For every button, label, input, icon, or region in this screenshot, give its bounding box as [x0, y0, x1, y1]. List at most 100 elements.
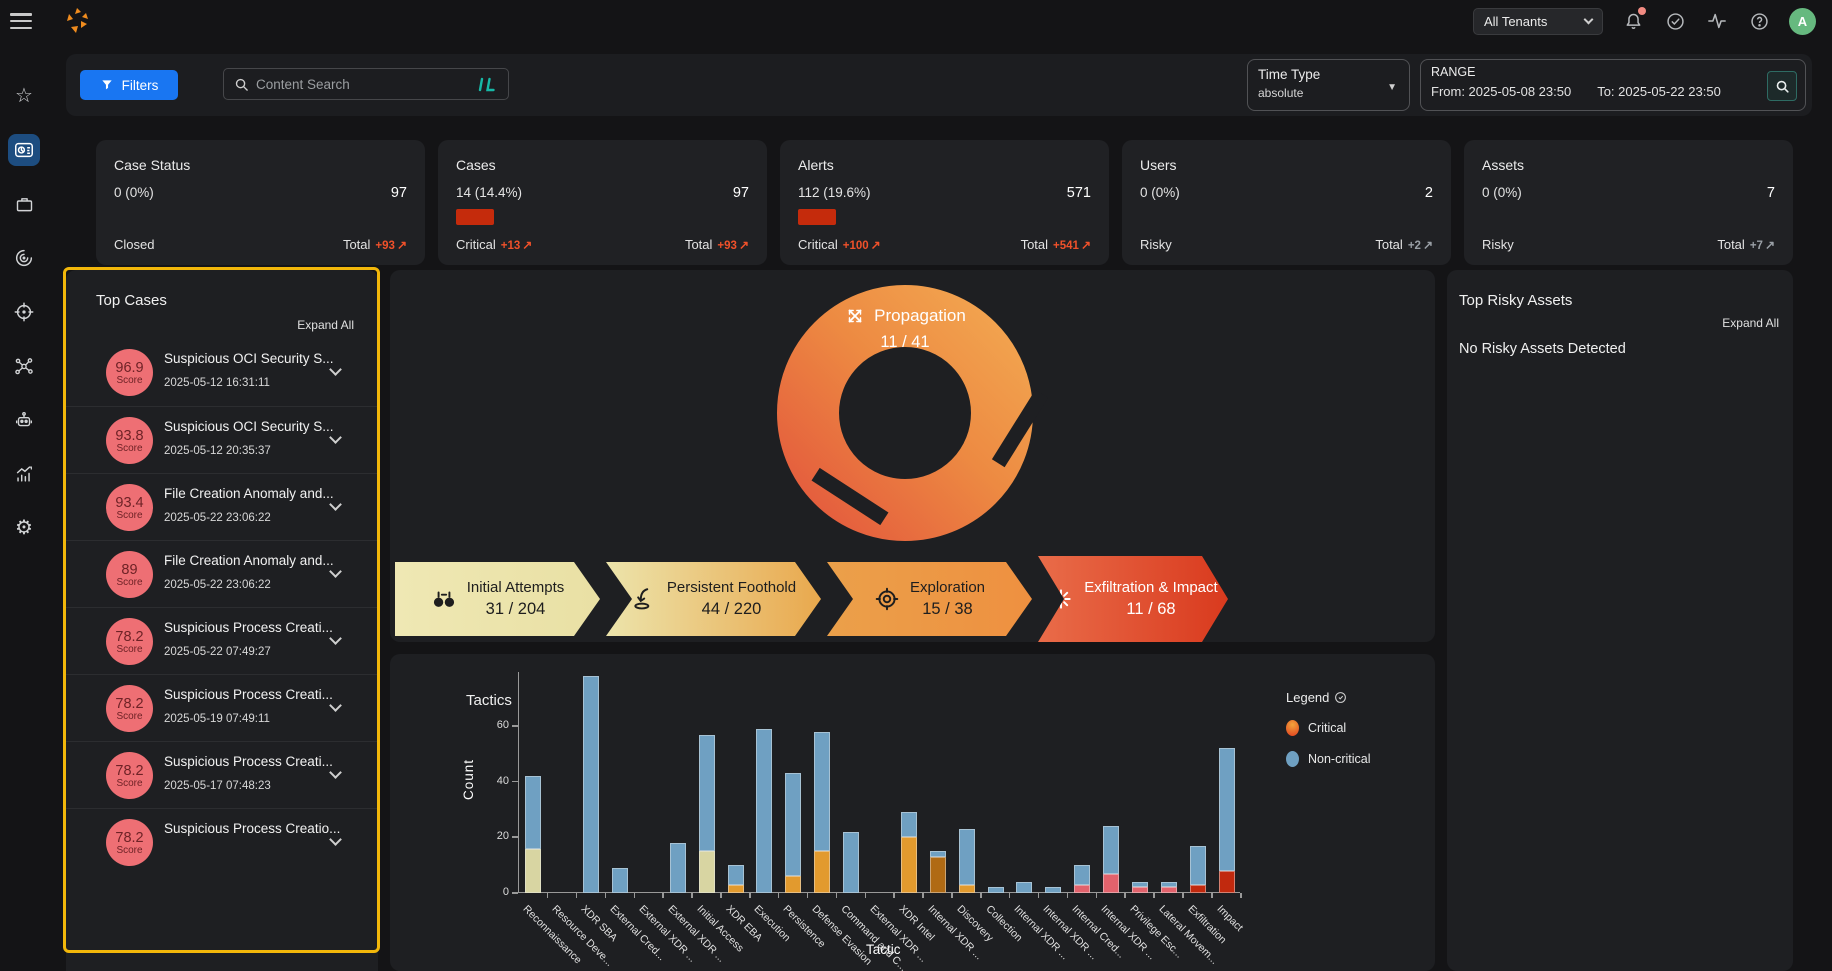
bar-noncritical-privilege-esc-[interactable] [1131, 881, 1148, 888]
range-search-button[interactable] [1767, 71, 1797, 101]
sidebar-item-alerts[interactable] [8, 242, 40, 274]
time-type-label: Time Type [1258, 67, 1321, 82]
bar-noncritical-persistence[interactable] [785, 773, 802, 877]
stat-card-right-value: 2 [1424, 185, 1433, 201]
y-tick-label: 60 [496, 719, 509, 732]
case-info: Suspicious Process Creatio... [164, 817, 378, 836]
bar-noncritical-execution[interactable] [756, 728, 773, 893]
bar-critical-xdr-intel[interactable] [900, 837, 917, 893]
top-cases-expand-all[interactable]: Expand All [297, 318, 354, 332]
bar-noncritical-internal-xdr-[interactable] [1045, 887, 1062, 893]
bar-noncritical-initial-access[interactable] [698, 734, 715, 852]
case-score-value: 93.4 [115, 494, 144, 511]
time-type-selector[interactable]: Time Type absolute ▼ [1247, 59, 1410, 111]
y-tick-mark [512, 780, 518, 783]
stat-card-values: 0 (0%) 97 [114, 185, 407, 201]
bar-critical-initial-access[interactable] [698, 851, 715, 893]
x-tick-mark [662, 893, 664, 898]
bar-noncritical-reconnaissance[interactable] [525, 776, 542, 849]
bar-noncritical-defense-evasion[interactable] [814, 731, 831, 852]
stage-persistent-foothold[interactable]: Persistent Foothold 44 / 220 [606, 562, 821, 636]
case-list-item[interactable]: 96.9 Score Suspicious OCI Security S... 202… [66, 339, 378, 406]
range-from-value[interactable]: From: 2025-05-08 23:50 [1431, 84, 1572, 99]
tasks-check-icon[interactable] [1663, 9, 1687, 33]
x-tick-mark [1037, 893, 1040, 898]
bar-noncritical-xdr-sba[interactable] [583, 676, 600, 893]
bar-critical-internal-xdr-[interactable] [1103, 873, 1120, 893]
case-list-item[interactable]: 78.2 Score Suspicious Process Creati... 202… [66, 674, 378, 741]
hamburger-menu-icon[interactable] [10, 13, 32, 29]
bar-critical-impact[interactable] [1218, 870, 1235, 893]
trend-up-arrow-icon: ↗ [870, 238, 881, 252]
tenant-selector[interactable]: All Tenants [1473, 7, 1603, 35]
bar-noncritical-external-cred-[interactable] [612, 867, 629, 893]
bar-noncritical-discovery[interactable] [958, 829, 975, 885]
case-score-badge: 78.2 Score [106, 819, 153, 866]
content-search-input[interactable] [256, 76, 469, 92]
notifications-bell-icon[interactable] [1621, 7, 1646, 33]
case-title: Suspicious Process Creatio... [164, 821, 341, 836]
bar-critical-lateral-movem-[interactable] [1160, 887, 1177, 893]
top-cases-panel: Top Cases Expand All 96.9 Score Suspicious… [66, 270, 378, 971]
sidebar-item-threat-hunting[interactable] [8, 296, 40, 328]
bar-critical-reconnaissance[interactable] [525, 848, 542, 893]
bar-noncritical-internal-xdr-[interactable] [929, 851, 946, 857]
bar-critical-discovery[interactable] [958, 884, 975, 893]
bar-noncritical-xdr-eba[interactable] [727, 865, 744, 885]
stage-exfiltration-impact[interactable]: Exfiltration & Impact 11 / 68 [1038, 556, 1228, 642]
sidebar-item-reports[interactable] [8, 458, 40, 490]
stat-card-right-value: 97 [732, 185, 749, 201]
sidebar-item-dashboards[interactable] [8, 134, 40, 166]
case-list-item[interactable]: 89 Score File Creation Anomaly and... 2025-… [66, 540, 378, 607]
filters-button[interactable]: Filters [80, 70, 178, 100]
legend-item-non-critical[interactable]: Non-critical [1286, 751, 1371, 767]
bar-noncritical-impact[interactable] [1218, 748, 1235, 871]
bar-critical-defense-evasion[interactable] [814, 851, 831, 893]
stage-exploration[interactable]: Exploration 15 / 38 [827, 562, 1032, 636]
lucene-toggle-icon[interactable] [476, 77, 498, 92]
kill-chain-donut[interactable]: Propagation 11 / 41 [775, 283, 1049, 543]
bar-critical-internal-cred-[interactable] [1074, 884, 1091, 893]
case-list-item[interactable]: 78.2 Score Suspicious Process Creatio... [66, 808, 378, 875]
case-list-item[interactable]: 78.2 Score Suspicious Process Creati... 202… [66, 607, 378, 674]
stat-card-values: 0 (0%) 7 [1482, 185, 1775, 201]
risky-assets-expand-all[interactable]: Expand All [1722, 316, 1779, 330]
system-health-pulse-icon[interactable] [1705, 9, 1729, 33]
bar-noncritical-internal-xdr-[interactable] [1103, 826, 1120, 874]
sidebar-item-settings[interactable]: ⚙ [8, 512, 40, 544]
star-icon: ☆ [15, 85, 33, 107]
sidebar-item-correlation[interactable] [8, 350, 40, 382]
target-scope-icon [874, 586, 900, 612]
bar-noncritical-collection[interactable] [987, 887, 1004, 893]
bar-noncritical-lateral-movem-[interactable] [1160, 881, 1177, 888]
case-score-badge: 93.8 Score [106, 417, 153, 464]
bar-critical-xdr-eba[interactable] [727, 884, 744, 893]
sidebar-item-favorites[interactable]: ☆ [8, 80, 40, 112]
bar-noncritical-exfiltration[interactable] [1189, 845, 1206, 885]
bar-noncritical-internal-cred-[interactable] [1074, 865, 1091, 885]
bar-critical-persistence[interactable] [785, 876, 802, 893]
avatar[interactable]: A [1789, 7, 1816, 35]
help-icon[interactable] [1747, 9, 1771, 33]
sidebar-item-cases[interactable] [8, 188, 40, 220]
case-list-item[interactable]: 93.8 Score Suspicious OCI Security S... 202… [66, 406, 378, 473]
bar-critical-exfiltration[interactable] [1189, 884, 1206, 893]
bar-critical-internal-xdr-[interactable] [929, 856, 946, 893]
case-timestamp: 2025-05-22 23:06:22 [164, 579, 271, 591]
x-tick-mark [720, 893, 722, 898]
y-axis-title: Count [461, 758, 477, 801]
range-to-value[interactable]: To: 2025-05-22 23:50 [1597, 84, 1721, 99]
sidebar-item-automation[interactable] [8, 404, 40, 436]
case-list-item[interactable]: 93.4 Score File Creation Anomaly and... 202… [66, 473, 378, 540]
stage-initial-attempts[interactable]: Initial Attempts 31 / 204 [395, 562, 600, 636]
bar-noncritical-internal-xdr-[interactable] [1016, 881, 1033, 893]
time-range-box: RANGE From: 2025-05-08 23:50 To: 2025-05… [1420, 59, 1806, 111]
bar-noncritical-command-and-c-[interactable] [843, 831, 860, 893]
case-list-item[interactable]: 78.2 Score Suspicious Process Creati... 202… [66, 741, 378, 808]
bar-critical-privilege-esc-[interactable] [1131, 887, 1148, 893]
bar-noncritical-external-xdr-[interactable] [669, 842, 686, 893]
legend-toggle-icon[interactable] [1334, 691, 1347, 704]
x-tick-mark [864, 893, 867, 898]
legend-item-critical[interactable]: Critical [1286, 720, 1371, 736]
bar-noncritical-xdr-intel[interactable] [900, 812, 917, 838]
